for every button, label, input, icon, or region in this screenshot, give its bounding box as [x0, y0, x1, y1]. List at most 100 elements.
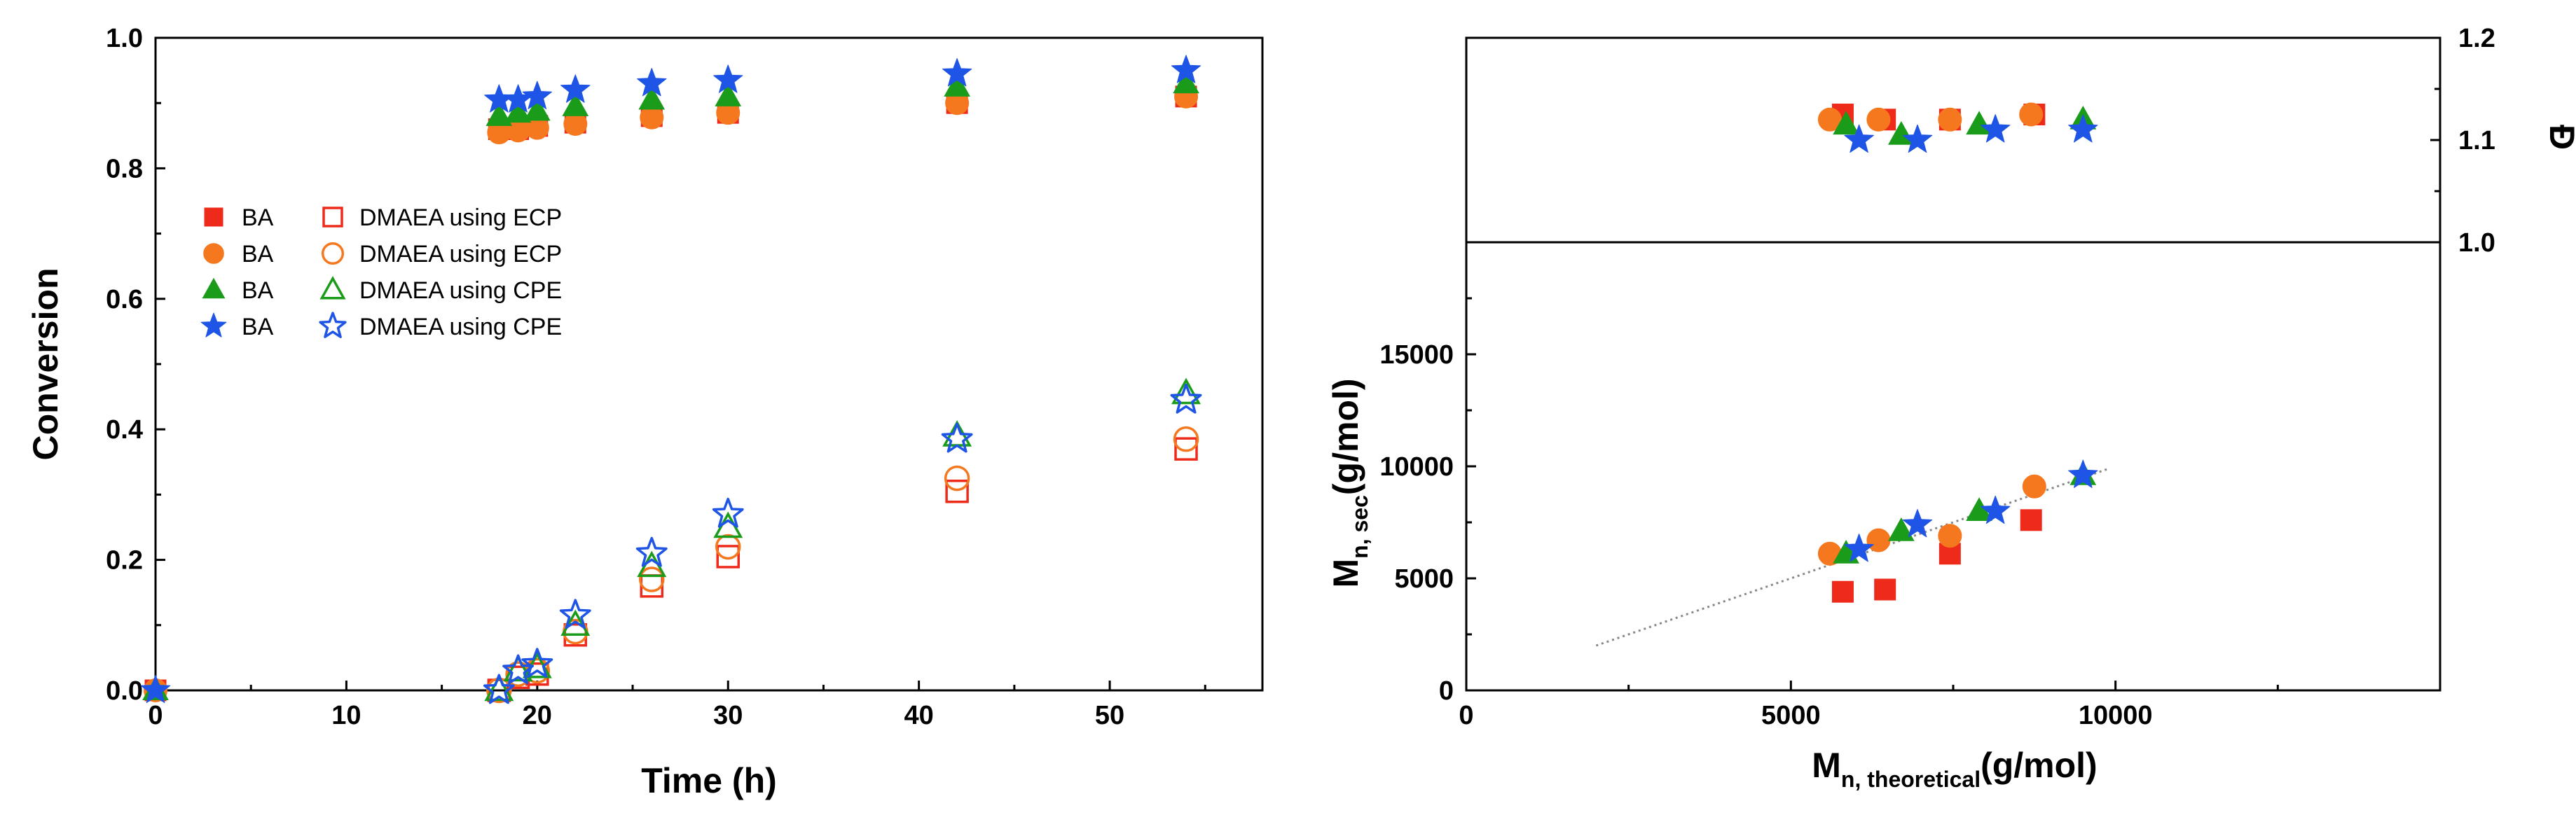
data-point-5-6: [944, 465, 970, 492]
x-tick-label: 20: [523, 701, 552, 730]
legend-marker-open: [319, 312, 347, 338]
molar-mass-point-0-1: [1874, 578, 1896, 601]
mm-y-tick-label: 0: [1439, 676, 1454, 706]
data-point-7-0: [483, 674, 515, 704]
molar-mass-point-1-3: [2022, 474, 2046, 499]
data-point-2-8: [1173, 69, 1199, 94]
data-point-7-5: [712, 497, 744, 528]
molar-mass-plot-frame: [1465, 241, 2441, 692]
data-point-3-0: [140, 674, 171, 704]
data-point-2-5: [638, 85, 666, 110]
legend-marker-open: [321, 242, 345, 265]
molar-mass-data-marks: [1817, 459, 2098, 603]
data-point-3-7: [942, 58, 972, 87]
molar-mass-axis-ticks: 0 5000 10000 0 5000 10000 15000: [1379, 297, 2279, 730]
y-tick-label: 0.6: [106, 285, 143, 314]
molar-mass-point-2-1: [1888, 517, 1915, 541]
data-point-6-3: [560, 609, 591, 636]
mm-y-tick-label: 15000: [1379, 340, 1454, 370]
legend-marker-open: [319, 276, 346, 300]
legend-label-right: DMAEA using CPE: [359, 314, 562, 340]
data-point-3-3: [522, 81, 552, 109]
reference-line: [1595, 467, 2109, 647]
data-point-7-2: [521, 648, 553, 678]
dispersity-y-tick-label: 1.1: [2458, 126, 2495, 155]
data-point-2-4: [562, 92, 589, 116]
left-plot-frame: [154, 36, 1264, 692]
legend-marker-filled: [203, 243, 224, 264]
dispersity-axis-ticks: 1.0 1.1 1.2: [2430, 24, 2495, 258]
left-axis-ticks: 0 10 20 30 40 50 0.0 0.2 0.4 0.6 0.8 1.0: [106, 24, 1206, 730]
x-tick-label: 30: [713, 701, 743, 730]
dispersity-point-2-0: [1833, 111, 1859, 135]
molar-mass-point-1-2: [1938, 524, 1962, 548]
dispersity-axis-label: Đ: [2542, 125, 2576, 150]
data-point-4-6: [945, 479, 969, 503]
x-label-unit: (g/mol): [1981, 746, 2098, 785]
data-point-5-4: [639, 566, 665, 592]
left-y-axis-label: Conversion: [26, 267, 65, 460]
dispersity-point-3-1: [1902, 124, 1933, 153]
data-point-2-2: [504, 99, 532, 123]
legend-label-left: BA: [242, 277, 274, 304]
molar-mass-point-3-1: [1902, 509, 1933, 538]
mm-y-tick-label: 5000: [1394, 564, 1454, 594]
dispersity-point-3-2: [1981, 114, 2011, 143]
dispersity-point-1-3: [2019, 102, 2044, 127]
data-point-3-4: [560, 74, 591, 103]
y-tick-label: 0.4: [106, 415, 143, 445]
legend-label-left: BA: [242, 241, 274, 267]
y-tick-label: 1.0: [106, 24, 143, 53]
dispersity-point-3-3: [2068, 114, 2098, 143]
molar-mass-y-axis-label: Mn, sec(g/mol): [1326, 378, 1372, 587]
dispersity-y-tick-label: 1.0: [2458, 228, 2495, 258]
data-point-5-7: [1173, 426, 1199, 452]
x-label-main: M: [1812, 746, 1841, 785]
data-point-7-4: [635, 536, 668, 567]
data-point-4-5: [716, 545, 740, 569]
dispersity-point-1-2: [1938, 107, 1962, 132]
data-point-4-7: [1174, 437, 1198, 461]
mm-x-tick-label: 0: [1459, 701, 1473, 730]
legend-label-right: DMAEA using CPE: [359, 277, 562, 304]
legend-label-right: DMAEA using ECP: [359, 241, 562, 267]
mm-x-tick-label: 5000: [1761, 701, 1821, 730]
molar-mass-point-1-1: [1866, 528, 1891, 552]
data-point-2-3: [523, 97, 551, 121]
y-label-subscript: n, sec: [1347, 495, 1372, 559]
molar-mass-plot: 0 5000 10000 0 5000 10000 15000 Mn, theoretica…: [1326, 241, 2441, 792]
y-tick-label: 0.8: [106, 154, 143, 183]
mm-x-tick-label: 10000: [2079, 701, 2153, 730]
x-tick-label: 40: [904, 701, 934, 730]
data-point-2-1: [485, 102, 513, 126]
dispersity-plot-frame: [1465, 36, 2441, 244]
data-point-3-6: [713, 64, 743, 93]
molar-mass-point-3-0: [1844, 534, 1874, 562]
legend-marker-filled: [202, 277, 226, 299]
reference-line-path: [1595, 467, 2109, 647]
left-x-axis-label: Time (h): [641, 761, 777, 800]
molar-mass-point-0-3: [2020, 509, 2042, 531]
data-point-7-7: [1170, 383, 1202, 414]
molar-mass-point-3-3: [2068, 459, 2098, 488]
mm-y-tick-label: 10000: [1379, 452, 1454, 482]
y-tick-label: 0.2: [106, 546, 143, 576]
data-point-6-7: [1171, 377, 1201, 405]
y-tick-label: 0.0: [106, 676, 143, 706]
data-point-2-6: [715, 83, 742, 106]
y-label-unit: (g/mol): [1326, 378, 1365, 495]
dispersity-data-marks: [1817, 102, 2098, 153]
dispersity-plot: 1.0 1.1 1.2 Đ: [1465, 24, 2576, 258]
left-data-marks: [140, 55, 1202, 704]
x-label-subscript: n, theoretical: [1841, 767, 1981, 792]
x-tick-label: 0: [148, 701, 163, 730]
legend-marker-filled: [204, 207, 223, 227]
legend-label-right: DMAEA using ECP: [359, 204, 562, 231]
data-point-7-3: [559, 599, 591, 629]
data-point-2-7: [944, 73, 970, 97]
data-point-3-5: [637, 68, 667, 97]
data-point-6-1: [503, 655, 533, 682]
legend-label-left: BA: [242, 314, 274, 340]
dispersity-point-1-1: [1866, 107, 1891, 132]
